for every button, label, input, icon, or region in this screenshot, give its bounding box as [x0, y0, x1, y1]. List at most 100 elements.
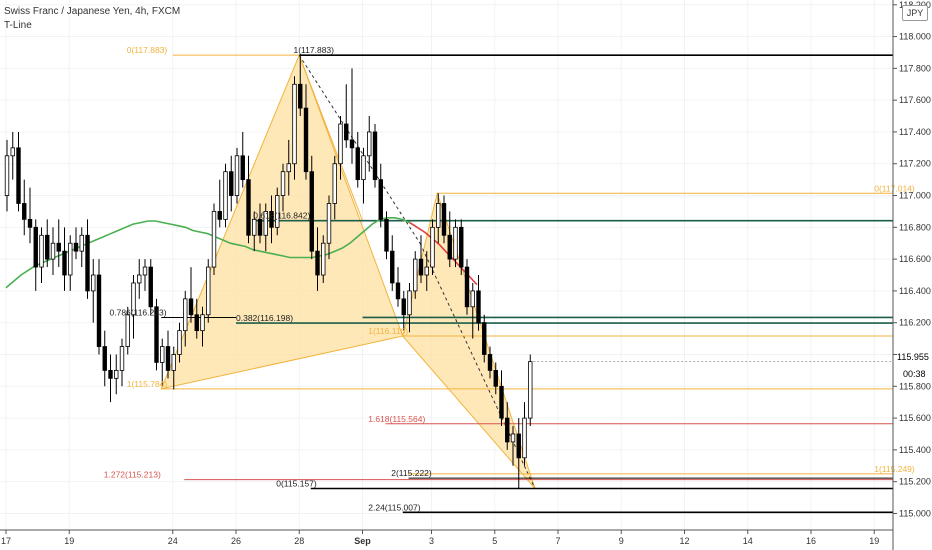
candle — [108, 354, 113, 403]
fib-level-labels: 1(117.883) 0(117.883) 0(117.014) 0.618(116.… — [104, 45, 915, 512]
candle — [234, 147, 240, 204]
candle — [27, 187, 33, 244]
candle — [413, 251, 418, 299]
candle — [246, 155, 251, 244]
candle-body — [286, 163, 291, 173]
candle-body — [142, 266, 148, 276]
pattern-dashed-line — [298, 54, 421, 244]
candle-body — [108, 369, 113, 379]
grid — [0, 0, 893, 530]
candle-body — [257, 218, 263, 236]
candle — [211, 203, 217, 276]
candle-body — [292, 83, 297, 165]
candle — [436, 193, 441, 244]
candle — [73, 227, 79, 260]
candle — [62, 227, 67, 291]
candle-body — [493, 369, 498, 387]
candle-body — [16, 147, 21, 204]
candle-body — [476, 290, 481, 324]
candle — [10, 131, 15, 180]
pattern-shape — [402, 191, 536, 489]
candle — [91, 259, 96, 323]
price-tick-label: 115.400 — [899, 445, 931, 455]
price-tick-label: 117.800 — [899, 63, 931, 73]
price-tick-label: 117.200 — [899, 159, 931, 169]
t-line-green — [5, 217, 411, 289]
fib-level-label: 0(117.883) — [127, 45, 168, 55]
candle-body — [499, 385, 504, 419]
time-tick-label: 7 — [555, 536, 560, 546]
candle-body — [453, 226, 458, 260]
candle — [292, 76, 297, 180]
candle — [16, 131, 21, 212]
candle — [493, 362, 498, 395]
price-tick-label: 115.600 — [899, 413, 931, 423]
candle-body — [482, 322, 487, 355]
candle — [499, 370, 504, 427]
candle — [280, 163, 286, 212]
candle — [487, 346, 493, 379]
candle-body — [165, 346, 171, 371]
time-tick-label: 28 — [294, 536, 304, 546]
candle-body — [436, 203, 441, 228]
candle-body — [96, 274, 102, 347]
candle — [252, 211, 257, 252]
candle-body — [378, 179, 383, 220]
candle — [148, 259, 153, 315]
candle-body — [344, 123, 349, 141]
time-tick-label: 12 — [679, 536, 689, 546]
candle-body — [62, 250, 67, 276]
candle-body — [309, 171, 314, 252]
candle-body — [332, 163, 337, 204]
candle-body — [33, 226, 38, 268]
candle — [447, 211, 452, 268]
candle — [430, 219, 435, 276]
last-price-tag: 115.955 — [897, 351, 931, 363]
candle-body — [45, 234, 50, 260]
time-tick-label: 14 — [743, 536, 753, 546]
candle — [464, 259, 470, 315]
candle — [188, 267, 194, 323]
pattern-shape — [160, 53, 404, 390]
candle — [206, 259, 211, 323]
candle — [482, 314, 487, 363]
candle — [522, 402, 527, 466]
candle — [183, 290, 188, 347]
candle — [453, 219, 458, 268]
price-tick-label: 116.400 — [899, 286, 931, 296]
candle-body — [27, 218, 33, 228]
candle-body — [229, 171, 234, 196]
candle-body — [194, 314, 199, 332]
time-tick-label: 19 — [64, 536, 74, 546]
candle — [50, 227, 56, 276]
candle-body — [430, 226, 435, 268]
price-tick-label: 115.000 — [899, 508, 931, 518]
candle — [96, 259, 102, 355]
candle-body — [223, 171, 228, 220]
candle-body — [91, 274, 96, 292]
candle-body — [361, 155, 366, 181]
candle — [378, 163, 383, 228]
candle — [395, 267, 401, 307]
price-tick-label: 117.000 — [899, 191, 931, 201]
fib-level-label: 1(117.883) — [294, 45, 335, 55]
candle — [298, 55, 303, 117]
candle — [401, 290, 406, 331]
candle — [418, 235, 424, 283]
candle-body — [39, 234, 44, 268]
candle — [33, 219, 38, 291]
currency-badge[interactable]: JPY — [902, 5, 928, 21]
candle-body — [125, 314, 130, 347]
candle-body — [137, 274, 142, 284]
candle-body — [50, 242, 56, 260]
fib-level-label: 0.382(116.198) — [236, 313, 293, 323]
candle-body — [424, 266, 429, 276]
time-tick-label: 9 — [619, 536, 624, 546]
candle-body — [269, 211, 274, 228]
candle — [177, 322, 182, 363]
candle-body — [326, 203, 332, 244]
candle-body — [505, 417, 510, 443]
candle-body — [119, 346, 125, 371]
